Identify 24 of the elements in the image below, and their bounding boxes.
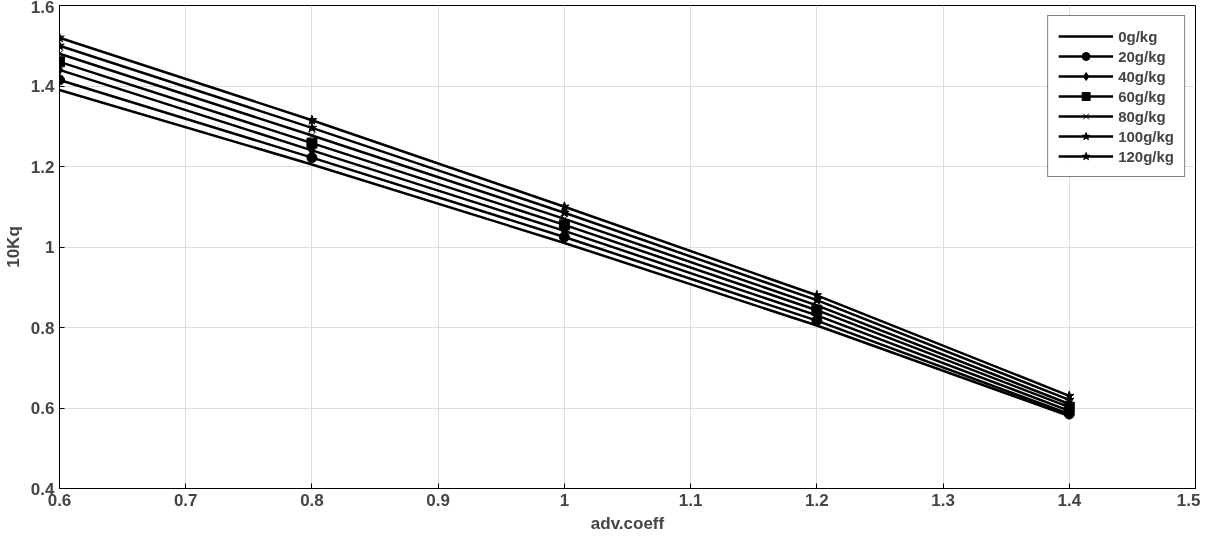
- x-tick-label: 0.7: [173, 490, 198, 510]
- legend-label: 0g/kg: [1118, 27, 1158, 45]
- y-tick-label: 1.4: [30, 77, 56, 96]
- x-axis-title: adv.coeff: [590, 513, 665, 533]
- legend-label: 40g/kg: [1118, 67, 1166, 85]
- y-axis-title: 10Kq: [3, 226, 23, 268]
- x-tick-label: 1.1: [678, 490, 703, 510]
- y-tick-label: 1: [45, 238, 55, 257]
- legend-label: 100g/kg: [1118, 127, 1174, 145]
- x-tick-label: 0.8: [300, 490, 324, 510]
- y-tick-label: 0.6: [30, 399, 55, 418]
- legend-label: 120g/kg: [1118, 147, 1174, 165]
- y-tick-label: 0.8: [30, 318, 55, 338]
- x-tick-label: 1.5: [1176, 490, 1201, 510]
- legend-label: 60g/kg: [1118, 87, 1166, 105]
- x-tick-label: 0.9: [426, 490, 450, 510]
- x-tick-label: 1: [559, 490, 570, 510]
- legend-label: 80g/kg: [1118, 107, 1166, 125]
- legend-label: 20g/kg: [1118, 47, 1166, 65]
- y-tick-label: 1.6: [30, 0, 55, 17]
- y-tick-label: 1.2: [30, 157, 55, 177]
- x-tick-label: 1.4: [1057, 490, 1082, 510]
- x-tick-label: 1.2: [805, 490, 829, 510]
- x-tick-label: 1.3: [931, 490, 955, 510]
